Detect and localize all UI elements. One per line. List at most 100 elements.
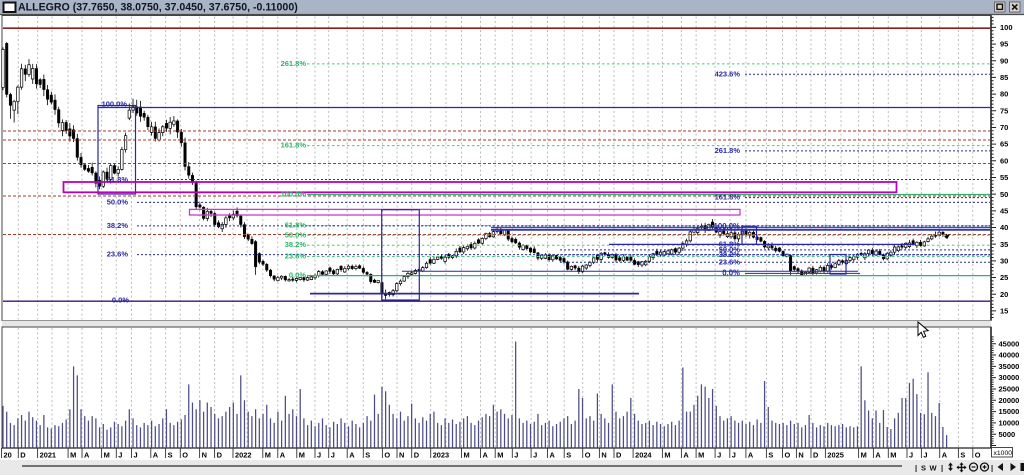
svg-text:100.0%: 100.0%	[714, 222, 741, 231]
svg-text:M: M	[861, 451, 867, 460]
svg-text:61.8%: 61.8%	[107, 175, 129, 184]
svg-text:|: |	[941, 464, 943, 473]
svg-text:M: M	[698, 451, 704, 460]
svg-text:50.0%: 50.0%	[719, 245, 741, 254]
svg-text:0.0%: 0.0%	[722, 269, 740, 278]
svg-text:25: 25	[1000, 273, 1008, 282]
svg-text:2025: 2025	[827, 451, 843, 460]
svg-text:38.2%: 38.2%	[285, 240, 307, 249]
svg-text:80: 80	[1000, 90, 1008, 99]
svg-text:N: N	[399, 451, 404, 460]
svg-text:0.0%: 0.0%	[112, 296, 129, 305]
svg-text:S: S	[168, 451, 173, 460]
svg-text:A: A	[748, 451, 754, 460]
svg-text:50.0%: 50.0%	[285, 230, 307, 239]
svg-text:S: S	[960, 451, 965, 460]
svg-text:A: A	[683, 451, 689, 460]
svg-text:70: 70	[1000, 123, 1008, 132]
svg-text:23.6%: 23.6%	[107, 250, 129, 259]
svg-text:M: M	[890, 451, 896, 460]
svg-text:85: 85	[1000, 73, 1008, 82]
svg-text:23.6%: 23.6%	[719, 257, 741, 266]
svg-text:D: D	[217, 451, 223, 460]
svg-text:2021: 2021	[40, 451, 56, 460]
svg-text:161.8%: 161.8%	[281, 141, 307, 150]
svg-text:J: J	[514, 451, 518, 460]
svg-text:S: S	[768, 451, 773, 460]
svg-text:50: 50	[1000, 190, 1008, 199]
svg-text:2024: 2024	[635, 451, 652, 460]
svg-text:20000: 20000	[999, 396, 1020, 405]
svg-text:10000: 10000	[999, 419, 1020, 428]
svg-text:J: J	[317, 451, 321, 460]
svg-text:J: J	[533, 451, 537, 460]
svg-text:45: 45	[1000, 206, 1008, 215]
svg-text:40: 40	[1000, 223, 1008, 232]
svg-text:J: J	[331, 451, 335, 460]
svg-text:O: O	[384, 451, 390, 460]
svg-text:261.8%: 261.8%	[715, 146, 741, 155]
svg-text:M: M	[299, 451, 305, 460]
svg-text:O: O	[975, 451, 981, 460]
svg-text:M: M	[104, 451, 110, 460]
svg-text:A: A	[280, 451, 286, 460]
svg-text:J: J	[923, 451, 927, 460]
svg-text:423.6%: 423.6%	[715, 69, 741, 78]
svg-text:55: 55	[1000, 173, 1008, 182]
svg-text:D: D	[813, 451, 819, 460]
svg-text:261.8%: 261.8%	[281, 59, 307, 68]
svg-text:J: J	[134, 451, 138, 460]
svg-text:D: D	[414, 451, 420, 460]
svg-text:A: A	[349, 451, 355, 460]
svg-text:M: M	[664, 451, 670, 460]
svg-text:38.2%: 38.2%	[719, 250, 741, 259]
svg-text:D: D	[616, 451, 622, 460]
svg-text:15000: 15000	[999, 407, 1020, 416]
svg-text:2022: 2022	[235, 451, 251, 460]
svg-text:35: 35	[1000, 240, 1008, 249]
svg-text:90: 90	[1000, 56, 1008, 65]
svg-text:100: 100	[1000, 23, 1013, 32]
svg-text:30: 30	[1000, 256, 1008, 265]
svg-text:N: N	[202, 451, 207, 460]
svg-text:x1000: x1000	[994, 450, 1013, 457]
svg-text:N: N	[601, 451, 606, 460]
svg-text:161.8%: 161.8%	[715, 193, 741, 202]
svg-text:15: 15	[1000, 307, 1008, 316]
svg-text:61.8%: 61.8%	[285, 221, 307, 230]
svg-text:O: O	[785, 451, 791, 460]
svg-text:N: N	[798, 451, 803, 460]
svg-text:60: 60	[1000, 156, 1008, 165]
svg-text:2023: 2023	[433, 451, 449, 460]
svg-text:20: 20	[4, 451, 12, 460]
svg-text:A: A	[942, 451, 948, 460]
svg-text:50.0%: 50.0%	[107, 197, 129, 206]
svg-text:20: 20	[1000, 290, 1008, 299]
svg-text:|: |	[991, 464, 993, 473]
svg-text:100.0%: 100.0%	[281, 190, 307, 199]
svg-text:A: A	[483, 451, 489, 460]
svg-text:O: O	[182, 451, 188, 460]
svg-text:35000: 35000	[999, 362, 1020, 371]
svg-text:A: A	[875, 451, 881, 460]
svg-text:A: A	[153, 451, 159, 460]
svg-text:95: 95	[1000, 40, 1008, 49]
svg-text:M: M	[70, 451, 76, 460]
svg-text:100.0%: 100.0%	[102, 100, 128, 109]
svg-text:ALLEGRO (37.7650, 38.0750, 37.: ALLEGRO (37.7650, 38.0750, 37.0450, 37.6…	[18, 2, 298, 14]
svg-text:|: |	[915, 464, 917, 473]
svg-text:M: M	[497, 451, 503, 460]
svg-text:S: S	[566, 451, 571, 460]
svg-text:W: W	[930, 464, 938, 473]
svg-text:S: S	[365, 451, 370, 460]
svg-text:45000: 45000	[999, 339, 1020, 348]
svg-text:25000: 25000	[999, 385, 1020, 394]
svg-text:M: M	[464, 451, 470, 460]
svg-text:38.2%: 38.2%	[107, 221, 129, 230]
svg-text:65: 65	[1000, 140, 1008, 149]
svg-text:J: J	[909, 451, 913, 460]
svg-text:J: J	[717, 451, 721, 460]
svg-text:61.8%: 61.8%	[719, 240, 741, 249]
svg-text:J: J	[732, 451, 736, 460]
svg-text:S: S	[921, 464, 926, 473]
